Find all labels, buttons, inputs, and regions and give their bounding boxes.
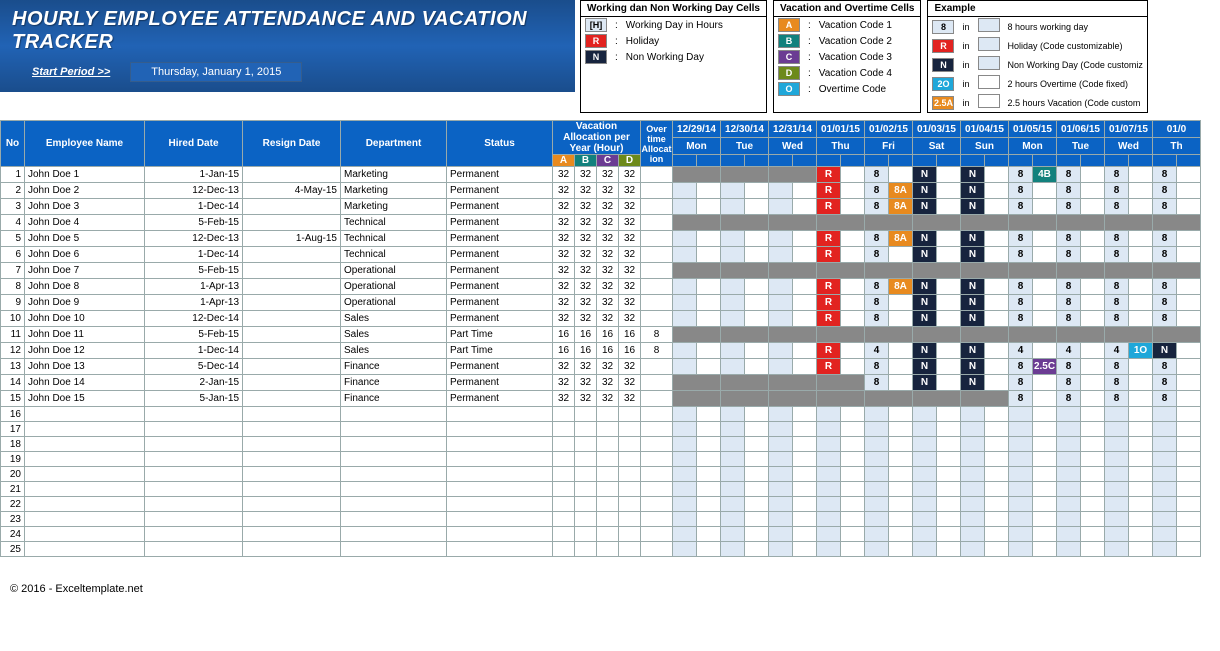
table-row[interactable]: 6John Doe 61-Dec-14TechnicalPermanent323… (1, 247, 1201, 263)
tracker-table[interactable]: NoEmployee NameHired DateResign DateDepa… (0, 120, 1201, 557)
table-row[interactable]: 17 (1, 422, 1201, 437)
table-row[interactable]: 23 (1, 512, 1201, 527)
legend-example: Example 8in8 hours working dayRinHoliday… (927, 0, 1147, 113)
table-row[interactable]: 1John Doe 11-Jan-15MarketingPermanent323… (1, 167, 1201, 183)
legend-working-days: Working dan Non Working Day Cells [H]:Wo… (580, 0, 767, 113)
table-row[interactable]: 21 (1, 482, 1201, 497)
table-row[interactable]: 4John Doe 45-Feb-15TechnicalPermanent323… (1, 215, 1201, 231)
page-title: HOURLY EMPLOYEE ATTENDANCE AND VACATIONT… (12, 8, 563, 54)
table-row[interactable]: 25 (1, 542, 1201, 557)
tracker-table-wrap: NoEmployee NameHired DateResign DateDepa… (0, 120, 1220, 557)
table-row[interactable]: 18 (1, 437, 1201, 452)
table-row[interactable]: 20 (1, 467, 1201, 482)
table-row[interactable]: 9John Doe 91-Apr-13OperationalPermanent3… (1, 295, 1201, 311)
table-row[interactable]: 2John Doe 212-Dec-134-May-15MarketingPer… (1, 183, 1201, 199)
legend2-title: Vacation and Overtime Cells (774, 1, 921, 17)
table-row[interactable]: 11John Doe 115-Feb-15SalesPart Time16161… (1, 327, 1201, 343)
footer-copyright: © 2016 - Exceltemplate.net (0, 577, 1220, 601)
legend3-title: Example (928, 1, 1146, 17)
legend1-title: Working dan Non Working Day Cells (581, 1, 766, 17)
table-row[interactable]: 8John Doe 81-Apr-13OperationalPermanent3… (1, 279, 1201, 295)
table-row[interactable]: 16 (1, 407, 1201, 422)
legend-vacation-overtime: Vacation and Overtime Cells A:Vacation C… (773, 0, 922, 113)
table-row[interactable]: 7John Doe 75-Feb-15OperationalPermanent3… (1, 263, 1201, 279)
start-period-value[interactable]: Thursday, January 1, 2015 (130, 62, 302, 82)
table-row[interactable]: 12John Doe 121-Dec-14SalesPart Time16161… (1, 343, 1201, 359)
start-period-label: Start Period >> (12, 66, 110, 78)
table-row[interactable]: 19 (1, 452, 1201, 467)
table-row[interactable]: 22 (1, 497, 1201, 512)
table-row[interactable]: 10John Doe 1012-Dec-14SalesPermanent3232… (1, 311, 1201, 327)
table-row[interactable]: 13John Doe 135-Dec-14FinancePermanent323… (1, 359, 1201, 375)
title-banner: HOURLY EMPLOYEE ATTENDANCE AND VACATIONT… (0, 0, 575, 92)
table-row[interactable]: 15John Doe 155-Jan-15FinancePermanent323… (1, 391, 1201, 407)
table-row[interactable]: 3John Doe 31-Dec-14MarketingPermanent323… (1, 199, 1201, 215)
table-row[interactable]: 14John Doe 142-Jan-15FinancePermanent323… (1, 375, 1201, 391)
table-row[interactable]: 5John Doe 512-Dec-131-Aug-15TechnicalPer… (1, 231, 1201, 247)
table-row[interactable]: 24 (1, 527, 1201, 542)
